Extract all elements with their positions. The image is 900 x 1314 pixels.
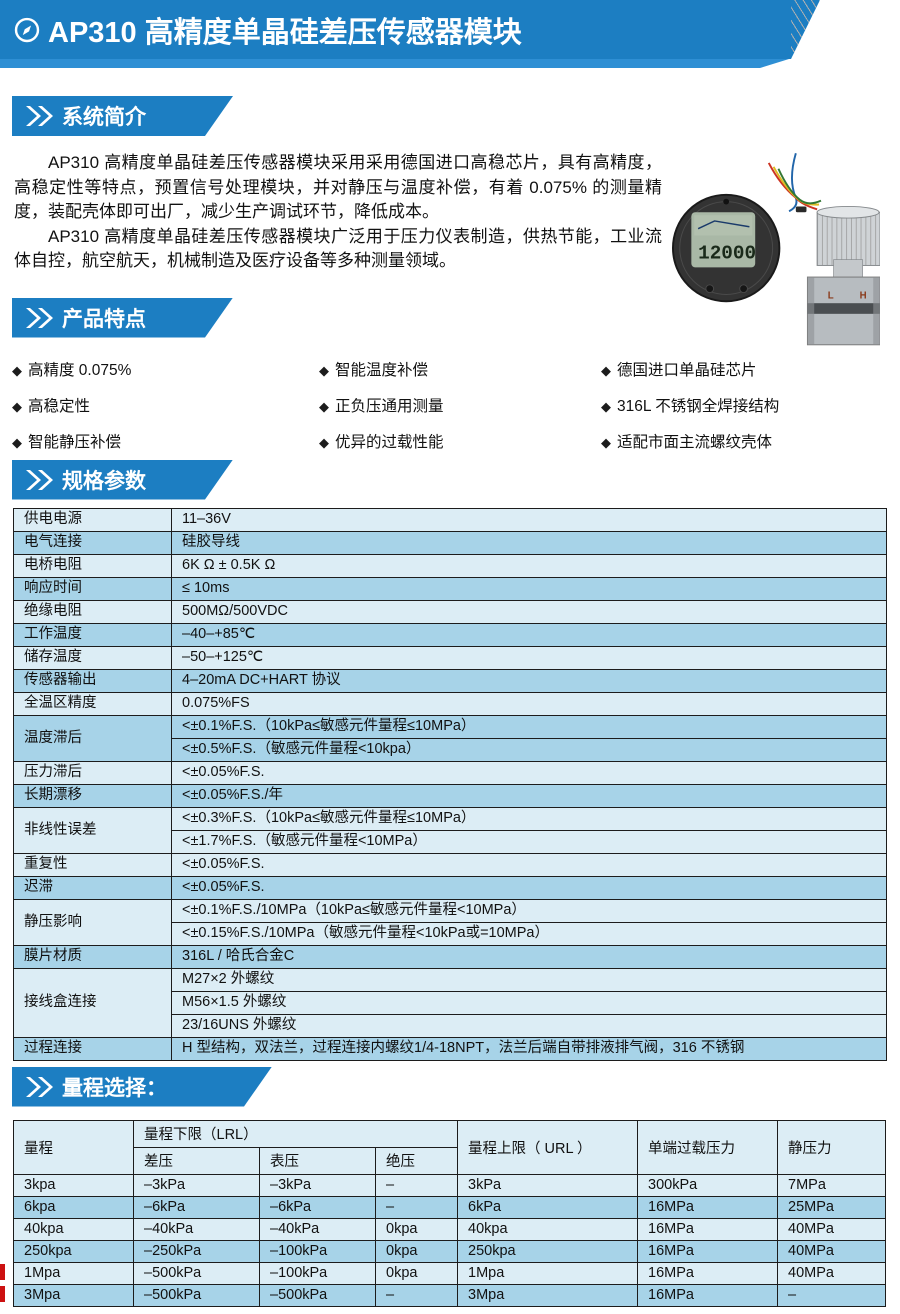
svg-text:H: H <box>860 290 867 301</box>
svg-text:L: L <box>828 290 834 301</box>
svg-text:12000: 12000 <box>698 243 756 265</box>
